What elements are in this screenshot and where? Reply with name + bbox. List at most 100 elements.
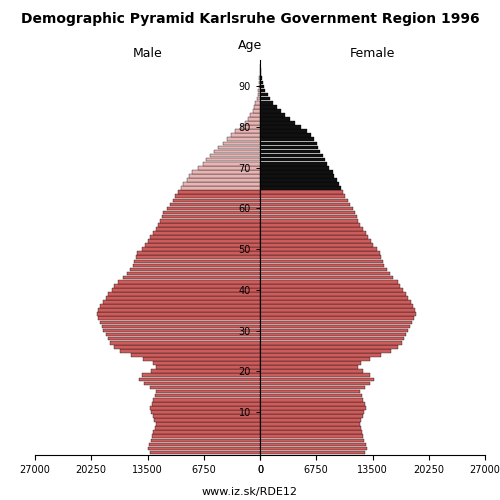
Bar	[260, 300, 411, 304]
Bar	[260, 113, 285, 116]
Bar	[260, 97, 270, 100]
Text: Age: Age	[238, 40, 262, 52]
Bar	[252, 109, 260, 112]
Bar	[151, 370, 260, 373]
Bar	[96, 312, 260, 316]
Bar	[260, 264, 384, 268]
Bar	[144, 382, 260, 385]
Bar	[260, 166, 329, 170]
Bar	[126, 272, 260, 276]
Bar	[256, 101, 260, 104]
Bar	[114, 284, 260, 288]
Text: www.iz.sk/RDE12: www.iz.sk/RDE12	[202, 488, 298, 498]
Bar	[145, 244, 260, 247]
Bar	[260, 142, 316, 145]
Bar	[260, 366, 358, 369]
Bar	[164, 210, 260, 214]
Bar	[260, 312, 416, 316]
Bar	[150, 235, 260, 239]
Bar	[260, 414, 362, 418]
Bar	[98, 316, 260, 320]
Bar	[156, 422, 260, 426]
Bar	[260, 374, 370, 377]
Bar	[260, 337, 404, 340]
Bar	[260, 434, 364, 438]
Bar	[260, 328, 408, 332]
Bar	[108, 292, 260, 296]
Bar	[122, 276, 260, 280]
Bar	[210, 154, 260, 158]
Bar	[260, 341, 402, 344]
Bar	[156, 227, 260, 230]
Bar	[222, 142, 260, 145]
Bar	[260, 304, 414, 308]
Bar	[186, 178, 260, 182]
Bar	[260, 394, 362, 398]
Bar	[98, 308, 260, 312]
Bar	[260, 349, 391, 352]
Bar	[260, 353, 381, 357]
Bar	[154, 430, 260, 434]
Bar	[260, 333, 406, 336]
Bar	[260, 182, 339, 186]
Bar	[260, 178, 336, 182]
Bar	[260, 410, 364, 414]
Bar	[166, 206, 260, 210]
Bar	[156, 366, 260, 369]
Bar	[260, 398, 364, 402]
Bar	[154, 361, 260, 365]
Bar	[132, 264, 260, 268]
Bar	[131, 353, 260, 357]
Bar	[260, 105, 276, 108]
Bar	[134, 260, 260, 263]
Bar	[260, 158, 325, 162]
Bar	[148, 239, 260, 243]
Bar	[250, 113, 260, 116]
Bar	[118, 280, 260, 283]
Bar	[226, 138, 260, 141]
Bar	[112, 288, 260, 292]
Bar	[106, 296, 260, 300]
Bar	[260, 296, 408, 300]
Bar	[260, 109, 281, 112]
Bar	[104, 300, 260, 304]
Bar	[260, 446, 366, 450]
Bar	[231, 134, 260, 137]
Bar	[260, 231, 366, 234]
Bar	[260, 422, 360, 426]
Bar	[248, 117, 260, 121]
Bar	[214, 150, 260, 154]
Bar	[181, 186, 260, 190]
Bar	[260, 154, 322, 158]
Bar	[260, 126, 301, 129]
Bar	[260, 370, 362, 373]
Bar	[260, 406, 366, 409]
Text: Demographic Pyramid Karlsruhe Government Region 1996: Demographic Pyramid Karlsruhe Government…	[20, 12, 479, 26]
Bar	[260, 162, 326, 166]
Bar	[172, 198, 260, 202]
Bar	[148, 446, 260, 450]
Bar	[206, 158, 260, 162]
Bar	[260, 244, 374, 247]
Bar	[260, 206, 352, 210]
Bar	[260, 324, 410, 328]
Bar	[260, 272, 390, 276]
Bar	[259, 84, 260, 88]
Bar	[152, 414, 260, 418]
Bar	[260, 256, 381, 259]
Bar	[198, 166, 260, 170]
Bar	[260, 361, 361, 365]
Bar	[102, 324, 260, 328]
Bar	[260, 134, 311, 137]
Bar	[260, 386, 365, 390]
Bar	[260, 130, 306, 133]
Bar	[260, 76, 262, 80]
Bar	[260, 450, 365, 454]
Bar	[192, 170, 260, 173]
Bar	[151, 438, 260, 442]
Bar	[260, 442, 366, 446]
Bar	[260, 345, 398, 348]
Bar	[139, 378, 260, 381]
Bar	[260, 292, 406, 296]
Bar	[254, 105, 260, 108]
